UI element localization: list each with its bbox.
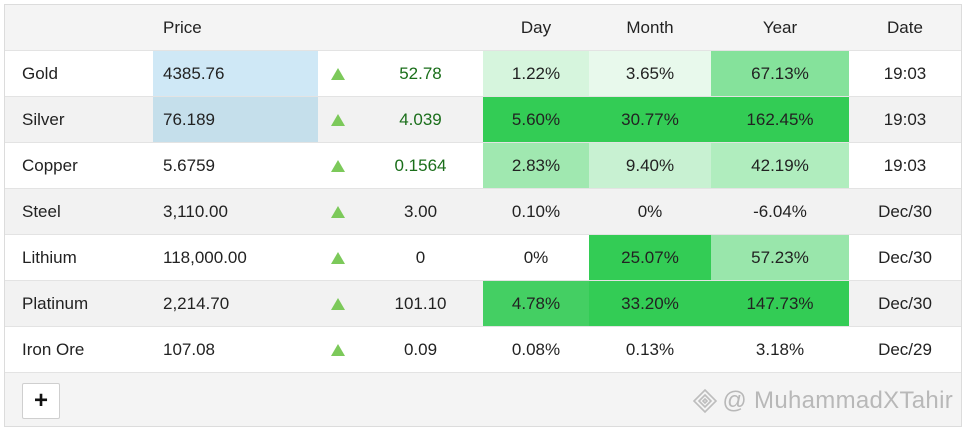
price-value: 118,000.00 bbox=[163, 247, 247, 267]
date-value: Dec/29 bbox=[878, 339, 932, 359]
table-row-lithium[interactable]: Lithium 118,000.00 0 0% 25.07% 57.23% De… bbox=[5, 235, 961, 281]
table-row-gold[interactable]: Gold 4385.76 52.78 1.22% 3.65% 67.13% 19… bbox=[5, 51, 961, 97]
day-change: 0.10% bbox=[511, 201, 561, 221]
date-value: Dec/30 bbox=[878, 247, 932, 267]
header-arrow bbox=[318, 5, 358, 50]
date-value: Dec/30 bbox=[878, 201, 932, 221]
header-date[interactable]: Date bbox=[887, 17, 923, 37]
add-button[interactable]: + bbox=[22, 383, 60, 419]
commodity-name[interactable]: Platinum bbox=[22, 293, 89, 313]
diamond-logo-icon bbox=[693, 388, 718, 414]
table-row-steel[interactable]: Steel 3,110.00 3.00 0.10% 0% -6.04% Dec/… bbox=[5, 189, 961, 235]
year-change: -6.04% bbox=[753, 201, 807, 221]
month-change: 25.07% bbox=[589, 235, 711, 280]
table-row-copper[interactable]: Copper 5.6759 0.1564 2.83% 9.40% 42.19% … bbox=[5, 143, 961, 189]
table-row-platinum[interactable]: Platinum 2,214.70 101.10 4.78% 33.20% 14… bbox=[5, 281, 961, 327]
year-change: 42.19% bbox=[711, 143, 849, 188]
change-value: 52.78 bbox=[399, 63, 442, 83]
date-value: Dec/30 bbox=[878, 293, 932, 313]
up-arrow-icon bbox=[318, 327, 358, 372]
year-change: 57.23% bbox=[711, 235, 849, 280]
day-change: 0.08% bbox=[511, 339, 561, 359]
change-value: 101.10 bbox=[394, 293, 447, 313]
year-change: 3.18% bbox=[755, 339, 805, 359]
up-arrow-icon bbox=[318, 235, 358, 280]
table-footer: + @ MuhammadXTahir bbox=[5, 373, 961, 426]
day-change: 4.78% bbox=[483, 281, 589, 326]
month-change: 0.13% bbox=[625, 339, 675, 359]
price-value: 107.08 bbox=[163, 339, 215, 359]
day-change: 2.83% bbox=[483, 143, 589, 188]
year-change: 162.45% bbox=[711, 97, 849, 142]
change-value: 0 bbox=[415, 247, 426, 267]
day-change: 1.22% bbox=[483, 51, 589, 96]
year-change: 147.73% bbox=[711, 281, 849, 326]
price-value: 3,110.00 bbox=[163, 201, 228, 221]
up-arrow-icon bbox=[318, 97, 358, 142]
commodity-name[interactable]: Copper bbox=[22, 155, 78, 175]
month-change: 3.65% bbox=[589, 51, 711, 96]
price-value: 2,214.70 bbox=[163, 293, 230, 313]
commodity-name[interactable]: Silver bbox=[22, 109, 65, 129]
day-change: 0% bbox=[523, 247, 549, 267]
commodity-name[interactable]: Iron Ore bbox=[22, 339, 85, 359]
commodity-name[interactable]: Gold bbox=[22, 63, 58, 83]
table-header-row: Price Day Month Year Date bbox=[5, 5, 961, 51]
commodities-table-panel: Price Day Month Year Date Gold 4385.76 5… bbox=[4, 4, 962, 427]
month-change: 30.77% bbox=[589, 97, 711, 142]
change-value: 3.00 bbox=[403, 201, 438, 221]
commodity-name[interactable]: Lithium bbox=[22, 247, 77, 267]
up-arrow-icon bbox=[318, 51, 358, 96]
price-value: 4385.76 bbox=[153, 51, 318, 96]
watermark-text: @ MuhammadXTahir bbox=[722, 387, 953, 414]
header-day[interactable]: Day bbox=[520, 17, 552, 37]
day-change: 5.60% bbox=[483, 97, 589, 142]
header-year[interactable]: Year bbox=[762, 17, 798, 37]
commodity-name[interactable]: Steel bbox=[22, 201, 61, 221]
table-row-iron-ore[interactable]: Iron Ore 107.08 0.09 0.08% 0.13% 3.18% D… bbox=[5, 327, 961, 373]
up-arrow-icon bbox=[318, 281, 358, 326]
up-arrow-icon bbox=[318, 189, 358, 234]
watermark: @ MuhammadXTahir bbox=[692, 387, 953, 415]
date-value: 19:03 bbox=[883, 109, 927, 129]
change-value: 0.09 bbox=[403, 339, 438, 359]
up-arrow-icon bbox=[318, 143, 358, 188]
year-change: 67.13% bbox=[711, 51, 849, 96]
price-value: 76.189 bbox=[153, 97, 318, 142]
month-change: 33.20% bbox=[589, 281, 711, 326]
date-value: 19:03 bbox=[883, 63, 927, 83]
header-month[interactable]: Month bbox=[626, 17, 674, 37]
month-change: 0% bbox=[637, 201, 663, 221]
month-change: 9.40% bbox=[589, 143, 711, 188]
date-value: 19:03 bbox=[883, 155, 927, 175]
header-name bbox=[5, 5, 153, 50]
header-price[interactable]: Price bbox=[163, 17, 202, 37]
change-value: 4.039 bbox=[399, 109, 442, 129]
price-value: 5.6759 bbox=[163, 155, 215, 175]
header-change bbox=[358, 5, 483, 50]
table-row-silver[interactable]: Silver 76.189 4.039 5.60% 30.77% 162.45%… bbox=[5, 97, 961, 143]
change-value: 0.1564 bbox=[394, 155, 447, 175]
